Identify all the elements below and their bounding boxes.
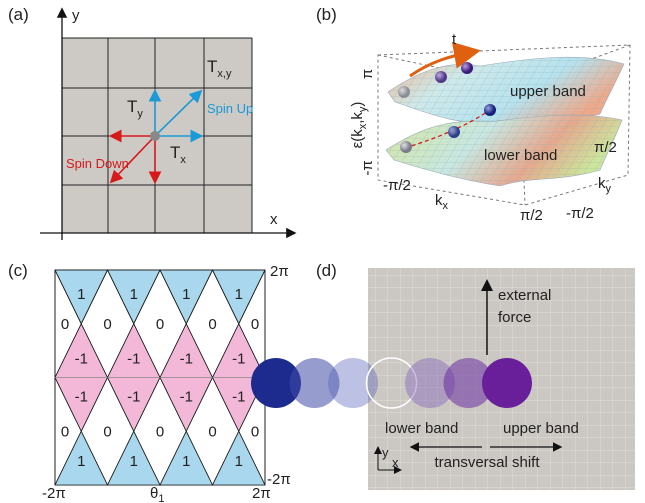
chern-number: 1 xyxy=(130,286,138,303)
chern-number: 1 xyxy=(235,453,243,470)
regions xyxy=(55,270,265,485)
axis-label: ε(kx,ky) xyxy=(349,102,369,149)
band-label: upper band xyxy=(510,83,586,100)
axis-label: x xyxy=(270,211,278,228)
axis-label: 2π xyxy=(270,263,289,280)
force-label: force xyxy=(498,309,531,326)
panel-a: (a) y x Tx,y Ty Tx Spin Up Spin Down xyxy=(8,5,294,240)
axis-label: 2π xyxy=(252,485,271,502)
axis-label: y xyxy=(72,7,80,24)
chern-number: 0 xyxy=(61,423,69,440)
chern-number: 0 xyxy=(208,423,216,440)
axis-label: -2π xyxy=(42,485,66,502)
tick-label: -π/2 xyxy=(566,205,594,222)
panel-label: (d) xyxy=(316,261,337,280)
chern-number: 0 xyxy=(251,423,259,440)
chern-number: 0 xyxy=(103,316,111,333)
shift-label: transversal shift xyxy=(434,454,540,471)
chern-number: 1 xyxy=(182,286,190,303)
tick-label: π/2 xyxy=(594,139,617,156)
tick-label: -π xyxy=(359,160,376,175)
figure: (a) y x Tx,y Ty Tx Spin Up Spin Down (b)… xyxy=(0,0,645,503)
tick-label: -π/2 xyxy=(383,177,411,194)
chern-number: -1 xyxy=(75,351,88,368)
panel-label: (c) xyxy=(8,261,28,280)
chern-number: 1 xyxy=(235,286,243,303)
band-label: upper band xyxy=(503,420,579,437)
panel-b: (b) t π -π ε(kx,ky) upper band lower ban… xyxy=(316,5,630,224)
axis-label: x xyxy=(392,455,399,470)
time-label: t xyxy=(452,31,457,48)
site xyxy=(150,131,160,141)
chern-number: -1 xyxy=(232,388,245,405)
chern-number: 1 xyxy=(77,286,85,303)
panel-c: (c) 2π θ2 -2π -2π θ1 2π 111100000-1-1-1-… xyxy=(8,261,291,503)
band-label: lower band xyxy=(385,420,458,437)
chern-number: 0 xyxy=(208,316,216,333)
chern-number: -1 xyxy=(127,351,140,368)
chern-number: 1 xyxy=(130,453,138,470)
chern-number: 0 xyxy=(61,316,69,333)
spin-down-label: Spin Down xyxy=(66,156,129,171)
panel-label: (a) xyxy=(8,5,29,24)
spin-up-label: Spin Up xyxy=(207,101,253,116)
force-label: external xyxy=(498,287,551,304)
chern-number: 0 xyxy=(103,423,111,440)
chern-number: -1 xyxy=(180,351,193,368)
chern-number: -1 xyxy=(180,388,193,405)
chern-number: -1 xyxy=(75,388,88,405)
chern-number: 0 xyxy=(156,316,164,333)
axis-label: kx xyxy=(435,192,449,212)
chern-number: 1 xyxy=(182,453,190,470)
band-label: lower band xyxy=(484,147,557,164)
chern-number: 0 xyxy=(251,316,259,333)
axis-label: y xyxy=(382,445,389,460)
chern-number: 0 xyxy=(156,423,164,440)
panel-d: (d) external force lower band upper band… xyxy=(251,261,635,490)
axis-label: θ1 xyxy=(150,485,164,503)
chern-number: 1 xyxy=(77,453,85,470)
chern-number: -1 xyxy=(127,388,140,405)
tick-label: π xyxy=(359,69,376,79)
axis-label: ky xyxy=(598,175,612,195)
tick-label: π/2 xyxy=(520,207,543,224)
chern-number: -1 xyxy=(232,351,245,368)
panel-label: (b) xyxy=(316,5,337,24)
page: (a) y x Tx,y Ty Tx Spin Up Spin Down (b)… xyxy=(0,0,645,503)
